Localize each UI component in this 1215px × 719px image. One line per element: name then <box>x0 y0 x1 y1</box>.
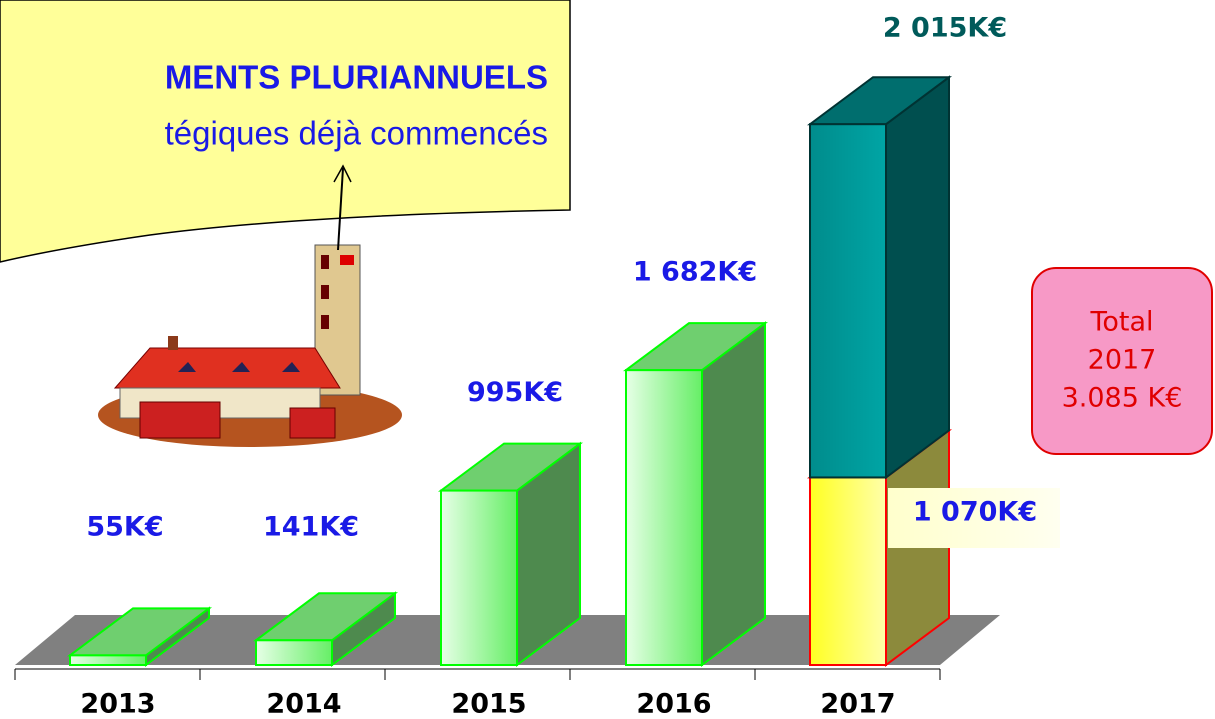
total-year: 2017 <box>1088 345 1157 376</box>
callout-title: MENTS PLURIANNUELS <box>165 59 548 96</box>
x-tick-label: 2016 <box>636 689 711 719</box>
x-ticks <box>14 669 941 680</box>
value-label: 55K€ <box>86 512 163 543</box>
callout-subtitle: tégiques déjà commencés <box>165 115 548 152</box>
bar <box>437 441 584 667</box>
total-box <box>1031 267 1213 455</box>
value-label: 2 015K€ <box>883 13 1007 44</box>
value-label: 1 070K€ <box>913 497 1037 528</box>
value-label: 995K€ <box>467 377 563 408</box>
bar <box>66 606 213 667</box>
x-tick-label: 2013 <box>80 689 155 719</box>
bar <box>806 75 953 480</box>
x-tick-label: 2015 <box>451 689 526 719</box>
bar <box>622 321 769 667</box>
total-value: 3.085 K€ <box>1062 383 1183 414</box>
value-label: 1 682K€ <box>633 257 757 288</box>
value-label: 141K€ <box>263 512 359 543</box>
x-tick-label: 2014 <box>266 689 341 719</box>
callout-box <box>0 0 571 263</box>
x-tick-label: 2017 <box>820 689 895 719</box>
value-label-bg <box>888 488 1060 548</box>
bar <box>252 591 399 667</box>
fire-station-illustration <box>98 164 402 447</box>
total-label: Total <box>1089 307 1153 338</box>
